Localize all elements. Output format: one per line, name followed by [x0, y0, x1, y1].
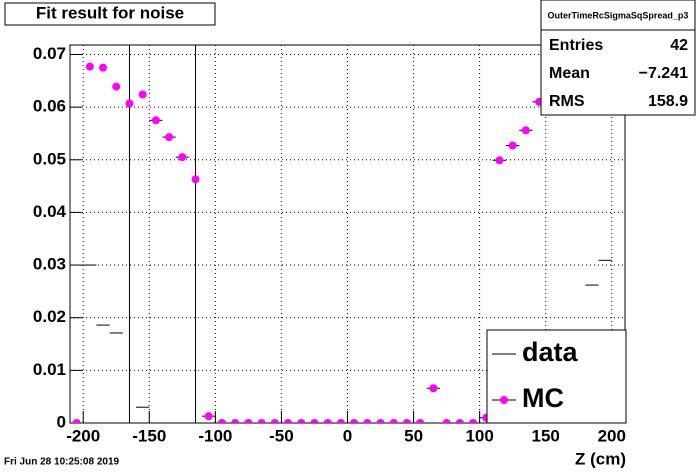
title-box — [4, 2, 216, 26]
mc-marker — [336, 419, 345, 423]
mc-marker — [72, 419, 81, 423]
mc-marker — [521, 126, 530, 135]
mc-marker — [363, 419, 372, 423]
y-tick-label: 0.05 — [33, 149, 66, 168]
x-tick-label: -200 — [66, 426, 100, 445]
mc-marker — [495, 156, 504, 165]
mc-marker — [469, 419, 478, 423]
x-tick-label: 50 — [404, 426, 423, 445]
stats-value: −7.241 — [639, 65, 688, 82]
legend-label: MC — [522, 383, 564, 413]
mc-marker — [310, 419, 319, 423]
stats-value: 42 — [670, 37, 688, 54]
x-tick-label: 100 — [465, 426, 493, 445]
mc-marker — [257, 419, 266, 423]
y-tick-label: 0.02 — [33, 307, 66, 326]
mc-marker — [284, 419, 293, 423]
mc-marker — [389, 419, 398, 423]
y-tick-label: 0.07 — [33, 44, 66, 63]
x-tick-label: -150 — [132, 426, 166, 445]
mc-marker — [270, 419, 279, 423]
y-tick-label: 0.03 — [33, 255, 66, 274]
stats-name: OuterTimeRcSigmaSqSpread_p3 — [548, 10, 689, 20]
x-axis-label: Z (cm) — [575, 449, 626, 468]
stats-box: OuterTimeRcSigmaSqSpread_p3 Entries 42 Mean… — [540, 0, 696, 116]
x-tick-label: -100 — [198, 426, 232, 445]
mc-marker — [429, 384, 438, 393]
x-tick-label: 200 — [598, 426, 626, 445]
stats-frame — [540, 0, 696, 116]
mc-marker — [178, 153, 187, 162]
mc-marker — [217, 419, 226, 423]
stats-label: Mean — [549, 65, 590, 82]
mc-marker — [99, 63, 108, 72]
legend-marker — [500, 396, 508, 404]
y-tick-label: 0 — [57, 412, 66, 431]
mc-marker — [244, 419, 253, 423]
mc-marker — [402, 419, 411, 423]
stats-value: 158.9 — [648, 93, 688, 110]
chart-title: Fit result for noise — [36, 3, 184, 22]
mc-marker — [151, 116, 160, 125]
legend-label: data — [522, 337, 579, 367]
stats-label: Entries — [549, 37, 603, 54]
legend: data MC — [486, 329, 627, 424]
mc-marker — [112, 82, 121, 91]
mc-marker — [508, 141, 517, 150]
timestamp: Fri Jun 28 10:25:08 2019 — [4, 457, 120, 468]
mc-marker — [297, 419, 306, 423]
mc-marker — [85, 62, 94, 71]
y-tick-label: 0.06 — [33, 97, 66, 116]
mc-marker — [125, 99, 134, 108]
mc-marker — [204, 412, 213, 421]
mc-marker — [191, 175, 200, 184]
x-tick-label: 0 — [343, 426, 352, 445]
mc-marker — [442, 419, 451, 423]
y-tick-label: 0.04 — [33, 202, 67, 221]
mc-marker — [138, 90, 147, 99]
mc-marker — [350, 419, 359, 423]
mc-marker — [165, 133, 174, 142]
mc-marker — [231, 419, 240, 423]
legend-frame — [486, 329, 627, 424]
x-tick-label: -50 — [269, 426, 294, 445]
mc-marker — [416, 419, 425, 423]
x-tick-label: 150 — [532, 426, 560, 445]
y-tick-label: 0.01 — [33, 360, 66, 379]
mc-marker — [455, 419, 464, 423]
mc-marker — [323, 419, 332, 423]
mc-marker — [376, 419, 385, 423]
stats-label: RMS — [549, 93, 585, 110]
